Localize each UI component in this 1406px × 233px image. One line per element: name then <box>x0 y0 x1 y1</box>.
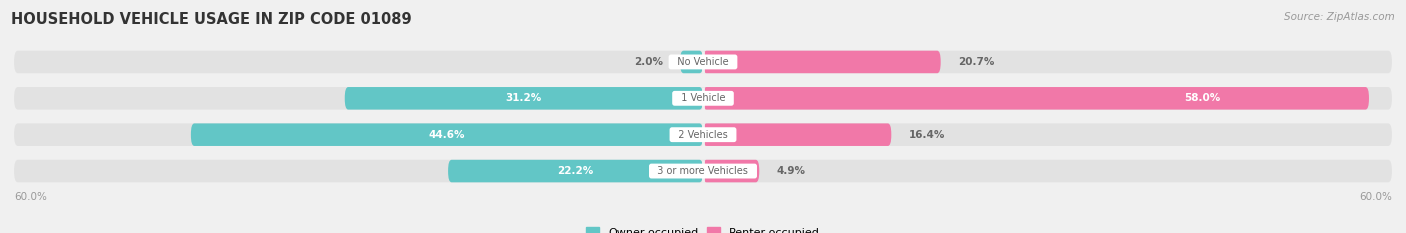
Text: 31.2%: 31.2% <box>506 93 541 103</box>
Text: 60.0%: 60.0% <box>14 192 46 202</box>
Text: 44.6%: 44.6% <box>429 130 465 140</box>
FancyBboxPatch shape <box>14 51 1392 73</box>
FancyBboxPatch shape <box>449 160 703 182</box>
FancyBboxPatch shape <box>344 87 703 110</box>
Text: 22.2%: 22.2% <box>557 166 593 176</box>
Text: HOUSEHOLD VEHICLE USAGE IN ZIP CODE 01089: HOUSEHOLD VEHICLE USAGE IN ZIP CODE 0108… <box>11 12 412 27</box>
FancyBboxPatch shape <box>703 123 891 146</box>
FancyBboxPatch shape <box>703 87 1369 110</box>
FancyBboxPatch shape <box>14 123 1392 146</box>
Text: 2.0%: 2.0% <box>634 57 662 67</box>
FancyBboxPatch shape <box>703 51 941 73</box>
FancyBboxPatch shape <box>681 51 703 73</box>
Text: 2 Vehicles: 2 Vehicles <box>672 130 734 140</box>
Text: 60.0%: 60.0% <box>1360 192 1392 202</box>
Text: No Vehicle: No Vehicle <box>671 57 735 67</box>
Text: 1 Vehicle: 1 Vehicle <box>675 93 731 103</box>
Text: 3 or more Vehicles: 3 or more Vehicles <box>651 166 755 176</box>
Text: 20.7%: 20.7% <box>957 57 994 67</box>
Legend: Owner-occupied, Renter-occupied: Owner-occupied, Renter-occupied <box>581 223 825 233</box>
FancyBboxPatch shape <box>703 160 759 182</box>
Text: 58.0%: 58.0% <box>1184 93 1220 103</box>
FancyBboxPatch shape <box>191 123 703 146</box>
FancyBboxPatch shape <box>14 87 1392 110</box>
Text: Source: ZipAtlas.com: Source: ZipAtlas.com <box>1284 12 1395 22</box>
Text: 16.4%: 16.4% <box>908 130 945 140</box>
Text: 4.9%: 4.9% <box>776 166 806 176</box>
FancyBboxPatch shape <box>14 160 1392 182</box>
